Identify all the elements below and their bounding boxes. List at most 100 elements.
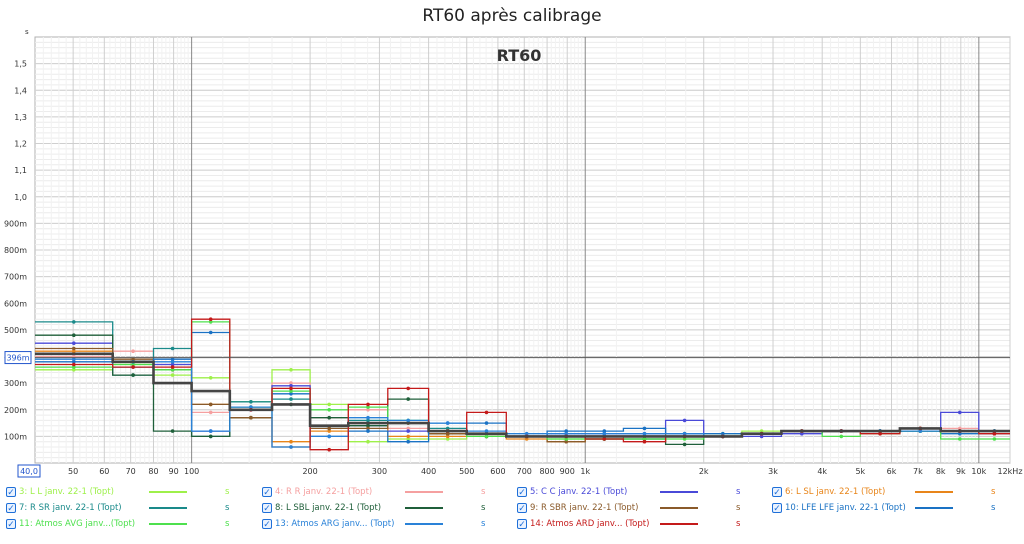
y-tick-label: 1,2 [14,140,27,149]
data-point [958,431,962,436]
data-point [602,429,607,433]
data-point [170,373,175,377]
legend-checkbox[interactable]: ✓ [772,487,782,498]
legend-item[interactable]: ✓ 3: L L janv. 22-1 (Topt) s [6,485,229,499]
data-point [406,439,411,444]
legend-label: 3: L L janv. 22-1 (Topt) [19,487,114,497]
legend-label: 14: Atmos ARD janv... (Topt) [530,519,650,529]
legend-checkbox[interactable]: ✓ [262,487,272,498]
data-point [524,431,529,436]
x-tick-label: 400 [421,467,436,476]
x-tick-label: 3k [768,467,778,476]
legend-label: 8: L SBL janv. 22-1 (Topt) [275,503,382,513]
legend-unit: s [481,503,486,513]
y-tick-label: 100m [4,432,27,441]
cursor-label[interactable]: 396m [6,354,29,363]
data-point [289,384,293,388]
data-point [366,408,370,412]
data-point [327,447,332,452]
data-point [445,437,450,441]
data-point [327,402,332,407]
x-tick-label: 1k [580,467,590,476]
x-tick-label: 60 [99,467,109,476]
y-tick-label: 300m [4,379,27,388]
y-tick-label: 1,1 [14,166,27,175]
legend-item[interactable]: ✓ 9: R SBR janv. 22-1 (Topt) s [517,501,740,515]
legend-swatch [149,523,187,525]
legend-checkbox[interactable]: ✓ [6,519,16,530]
data-point [366,429,370,433]
legend-unit: s [481,487,486,497]
y-tick-label: 700m [4,273,27,282]
data-point [406,397,411,401]
x-start-label[interactable]: 40,0 [20,467,38,476]
legend-unit: s [991,487,996,497]
data-point [406,418,411,423]
legend-item[interactable]: ✓ 11: Atmos AVG janv...(Topt) s [6,517,229,531]
y-tick-label: 200m [4,406,27,415]
legend-checkbox[interactable]: ✓ [517,487,527,498]
legend-label: 7: R SR janv. 22-1 (Topt) [19,503,122,513]
legend-item[interactable]: ✓ 10: LFE LFE janv. 22-1 (Topt) s [772,501,995,515]
series-12 [35,352,1010,438]
data-point [72,357,76,362]
data-point [72,320,76,324]
data-point [327,408,332,412]
legend-item[interactable]: ✓ 5: C C janv. 22-1 (Topt) s [517,485,740,499]
data-point [682,442,687,447]
data-point [170,360,175,364]
x-start-box[interactable] [17,464,41,478]
legend-item[interactable]: ✓ 4: R R janv. 22-1 (Topt) s [262,485,485,499]
data-point [170,357,175,362]
data-point [72,368,76,372]
legend-item[interactable]: ✓ 6: L SL janv. 22-1 (Topt) s [772,485,995,499]
legend-checkbox[interactable]: ✓ [262,519,272,530]
legend-checkbox[interactable]: ✓ [6,487,16,498]
data-point [131,349,135,354]
legend-item[interactable]: ✓ 14: Atmos ARD janv... (Topt) s [517,517,740,531]
data-point [602,437,607,441]
x-tick-label: 700 [517,467,532,476]
y-tick-label: 1,5 [14,60,27,69]
data-point [406,437,411,441]
data-point [564,437,568,441]
legend-swatch [149,507,187,509]
cursor: 396m [4,351,1010,365]
data-point [131,373,135,377]
legend-swatch [149,491,187,493]
data-point [564,439,568,444]
data-point [484,429,489,433]
data-point [208,330,213,335]
legend-item[interactable]: ✓ 7: R SR janv. 22-1 (Topt) s [6,501,229,515]
legend-checkbox[interactable]: ✓ [517,519,527,530]
data-point [682,431,687,436]
data-point [208,402,213,407]
legend-item[interactable]: ✓ 13: Atmos ARG janv... (Topt) s [262,517,485,531]
chart-title: RT60 après calibrage [422,6,602,26]
data-point [958,410,962,415]
data-point [918,429,923,433]
data-point [445,421,450,425]
legend-label: 6: L SL janv. 22-1 (Topt) [785,487,886,497]
data-point [564,431,568,436]
legend-swatch [405,523,443,525]
legend-unit: s [736,487,741,497]
legend-checkbox[interactable]: ✓ [6,503,16,514]
data-point [72,365,76,369]
legend-checkbox[interactable]: ✓ [517,503,527,514]
data-point [249,400,253,404]
data-point [327,429,332,433]
data-point [642,437,647,441]
legend-checkbox[interactable]: ✓ [262,503,272,514]
x-tick-label: 50 [68,467,78,476]
data-point [72,341,76,346]
legend-label: 9: R SBR janv. 22-1 (Topt) [530,503,639,513]
cursor-box[interactable] [4,351,32,365]
y-unit-label: s [25,28,29,36]
data-point [72,349,76,354]
data-point [642,439,647,444]
legend-item[interactable]: ✓ 8: L SBL janv. 22-1 (Topt) s [262,501,485,515]
legend-checkbox[interactable]: ✓ [772,503,782,514]
data-point [366,439,370,444]
